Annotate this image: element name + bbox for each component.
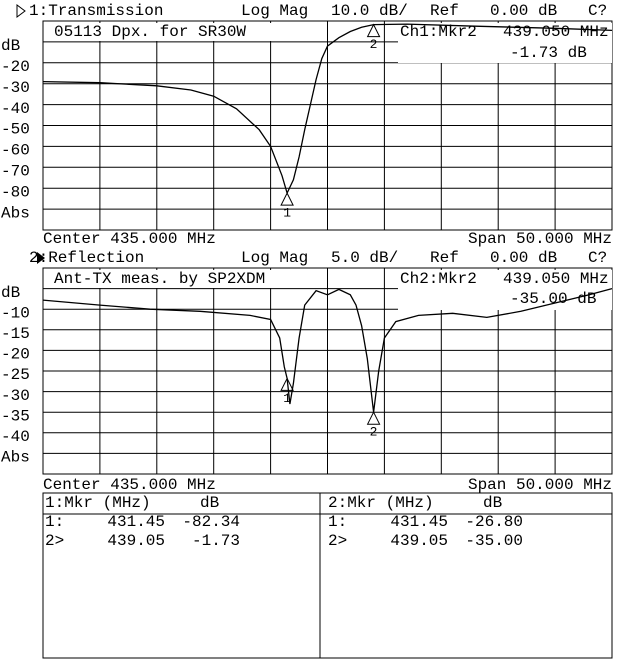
readout-box [398, 270, 612, 310]
y-tick-label: dB [1, 284, 20, 302]
marker-frequency: 439.05 [107, 532, 165, 550]
center-frequency: Center 435.000 MHz [43, 230, 216, 248]
channel-indicator [16, 4, 26, 18]
y-tick-label: -60 [1, 142, 30, 160]
marker [280, 377, 294, 391]
readout-frequency: 439.050 MHz [503, 270, 609, 288]
scale: 5.0 dB/ [331, 249, 398, 267]
y-tick-label: -30 [1, 387, 30, 405]
marker [366, 411, 381, 425]
y-tick-label: -20 [1, 346, 30, 364]
table-header: 1:Mkr (MHz) [45, 494, 151, 512]
y-tick-label: -70 [1, 163, 30, 181]
y-tick-label: -50 [1, 121, 30, 139]
marker-label: 1 [283, 206, 291, 221]
center-frequency: Center 435.000 MHz [43, 476, 216, 494]
annotation-box [53, 270, 275, 288]
y-tick-label: -40 [1, 428, 30, 446]
marker-label: 2 [370, 425, 378, 440]
readout-channel: Ch1:Mkr2 [400, 23, 477, 41]
marker-index: 2> [328, 532, 347, 550]
marker-label: 2 [370, 37, 378, 52]
ref-label: Ref [430, 2, 459, 20]
y-tick-label: -15 [1, 325, 30, 343]
channel-title: 2:Reflection [29, 249, 144, 267]
readout-value: -35.00 dB [510, 290, 596, 308]
marker-index: 1: [45, 513, 64, 531]
marker [366, 23, 381, 38]
table-header: dB [200, 494, 219, 512]
ref-label: Ref [430, 249, 459, 267]
y-tick-label: -30 [1, 79, 30, 97]
readout-frequency: 439.050 MHz [503, 23, 609, 41]
table-header: 2:Mkr (MHz) [328, 494, 434, 512]
status: C? [588, 2, 607, 20]
status: C? [588, 249, 607, 267]
y-tick-label: -35 [1, 407, 30, 425]
trace [42, 287, 613, 413]
annotation-box [53, 23, 275, 41]
readout-value: -1.73 dB [510, 44, 587, 62]
marker-index: 2> [45, 532, 64, 550]
marker-frequency: 431.45 [390, 513, 448, 531]
marker [280, 191, 294, 206]
marker-frequency: 439.05 [390, 532, 448, 550]
y-tick-label: Abs [1, 449, 30, 467]
y-tick-label: -10 [1, 304, 30, 322]
y-tick-label: Abs [1, 204, 30, 222]
annotation: Ant-TX meas. by SP2XDM [54, 270, 265, 288]
marker-value: -35.00 [465, 532, 523, 550]
channel-indicator-active [37, 252, 45, 264]
y-tick-label: -80 [1, 183, 30, 201]
format: Log Mag [241, 249, 308, 267]
marker-table-frame [42, 492, 613, 659]
y-tick-label: -25 [1, 366, 30, 384]
table-header: dB [483, 494, 502, 512]
marker-label: 1 [283, 391, 291, 406]
scale: 10.0 dB/ [331, 2, 408, 20]
span: Span 50.000 MHz [468, 476, 612, 494]
span: Span 50.000 MHz [468, 230, 612, 248]
channel-title: 1:Transmission [29, 2, 163, 20]
annotation: 05113 Dpx. for SR30W [54, 23, 246, 41]
marker-index: 1: [328, 513, 347, 531]
marker-value: -82.34 [182, 513, 240, 531]
ref-value: 0.00 dB [490, 2, 557, 20]
marker-frequency: 431.45 [107, 513, 165, 531]
marker-value: -1.73 [192, 532, 240, 550]
y-tick-label: -40 [1, 100, 30, 118]
y-tick-label: dB [1, 37, 20, 55]
format: Log Mag [241, 2, 308, 20]
readout-channel: Ch2:Mkr2 [400, 270, 477, 288]
ref-value: 0.00 dB [490, 249, 557, 267]
marker-value: -26.80 [465, 513, 523, 531]
y-tick-label: -20 [1, 58, 30, 76]
